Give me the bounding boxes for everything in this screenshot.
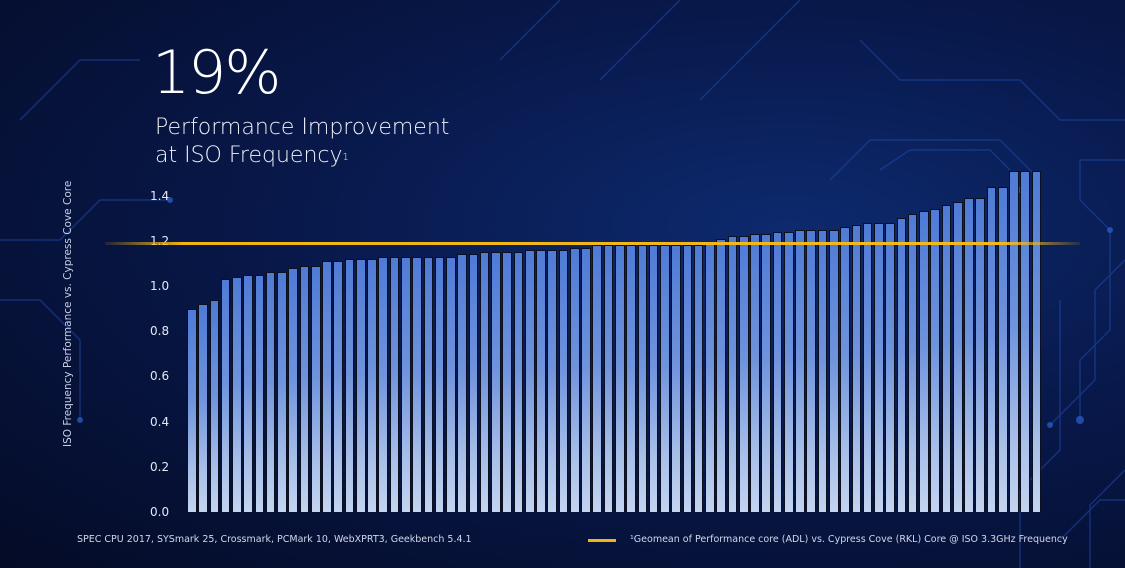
data-bar [1009, 170, 1019, 512]
data-bar [851, 224, 862, 512]
data-bar [513, 252, 524, 512]
data-bar [693, 245, 704, 512]
data-bar [783, 231, 794, 512]
data-bar [434, 256, 445, 512]
bar-chart-plot [185, 150, 1045, 512]
data-bar [648, 245, 659, 512]
data-bar [265, 272, 276, 512]
data-bar [558, 249, 569, 512]
data-bar [750, 234, 760, 512]
legend-text: ¹Geomean of Performance core (ADL) vs. C… [630, 534, 1068, 545]
data-bar [727, 236, 738, 512]
data-bar [907, 213, 918, 512]
data-bar [344, 258, 355, 512]
y-tick-label: 1.4 [150, 188, 170, 203]
benchmark-list: SPEC CPU 2017, SYSmark 25, Crossmark, PC… [77, 534, 472, 545]
data-bar [367, 258, 377, 512]
data-bar [930, 209, 941, 512]
data-bar [603, 245, 614, 512]
y-tick-label: 0.8 [150, 324, 170, 339]
data-bar [772, 231, 783, 512]
data-bar [997, 186, 1008, 512]
data-bar [491, 252, 501, 512]
y-tick-label: 0.4 [150, 414, 170, 429]
geomean-reference-line [105, 242, 1080, 246]
data-bar [952, 202, 963, 512]
data-bar [761, 234, 772, 512]
y-tick-label: 0.2 [150, 459, 170, 474]
data-bar [243, 274, 253, 512]
data-bar [198, 304, 208, 512]
data-bar [896, 218, 907, 512]
data-bar [660, 245, 670, 512]
data-bar [288, 267, 299, 512]
data-bar [389, 256, 400, 512]
data-bar [547, 249, 558, 512]
data-bar [581, 247, 591, 512]
data-bar [277, 272, 287, 512]
data-bar [220, 279, 231, 512]
data-bar [1020, 170, 1031, 512]
data-bar [412, 256, 422, 512]
data-bar [637, 245, 648, 512]
subtitle-line-2: at ISO Frequency1 [155, 143, 349, 168]
data-bar [795, 229, 805, 512]
data-bar [975, 197, 986, 512]
subtitle-line-1: Performance Improvement [155, 115, 450, 140]
footnote-mark: 1 [342, 152, 349, 163]
data-bar [671, 245, 681, 512]
data-bar [862, 222, 873, 512]
data-bar [254, 274, 265, 512]
data-bar [378, 256, 389, 512]
data-bar [964, 197, 974, 512]
data-bar [806, 229, 817, 512]
data-bar [423, 256, 434, 512]
data-bar [446, 256, 456, 512]
data-bar [716, 238, 727, 512]
data-bar [468, 254, 479, 512]
data-bar [705, 243, 715, 512]
data-bar [322, 261, 332, 512]
data-bar [817, 229, 828, 512]
data-bar [829, 229, 839, 512]
data-bar [232, 276, 242, 512]
data-bar [885, 222, 895, 512]
data-bar [874, 222, 884, 512]
data-bar [615, 245, 625, 512]
data-bar [738, 236, 749, 512]
data-bar [333, 261, 344, 512]
data-bar [682, 245, 693, 512]
y-tick-label: 0.0 [150, 505, 170, 519]
data-bar [209, 299, 220, 512]
y-tick-label: 0.6 [150, 369, 170, 384]
headline-subtitle: Performance Improvement at ISO Frequency… [155, 114, 449, 170]
data-bar [569, 247, 580, 512]
data-bar [502, 252, 513, 512]
data-bar [840, 227, 850, 512]
data-bar [1031, 170, 1042, 512]
data-bar [524, 249, 535, 512]
data-bar [401, 256, 411, 512]
data-bar [626, 245, 636, 512]
data-bar [299, 265, 310, 512]
data-bar [592, 245, 603, 512]
data-bar [187, 308, 197, 512]
y-tick-label: 1.2 [150, 233, 170, 248]
data-bar [919, 211, 929, 512]
data-bar [536, 249, 546, 512]
data-bar [355, 258, 366, 512]
legend-line-swatch [588, 539, 616, 542]
data-bar [479, 252, 490, 512]
data-bar [941, 204, 952, 512]
data-bar [986, 186, 997, 512]
data-bar [310, 265, 321, 512]
y-tick-label: 1.0 [150, 279, 170, 293]
headline-percent: 19% [152, 38, 281, 108]
data-bar [457, 254, 467, 512]
y-axis-label: ISO Frequency Performance vs. Cypress Co… [62, 180, 74, 447]
